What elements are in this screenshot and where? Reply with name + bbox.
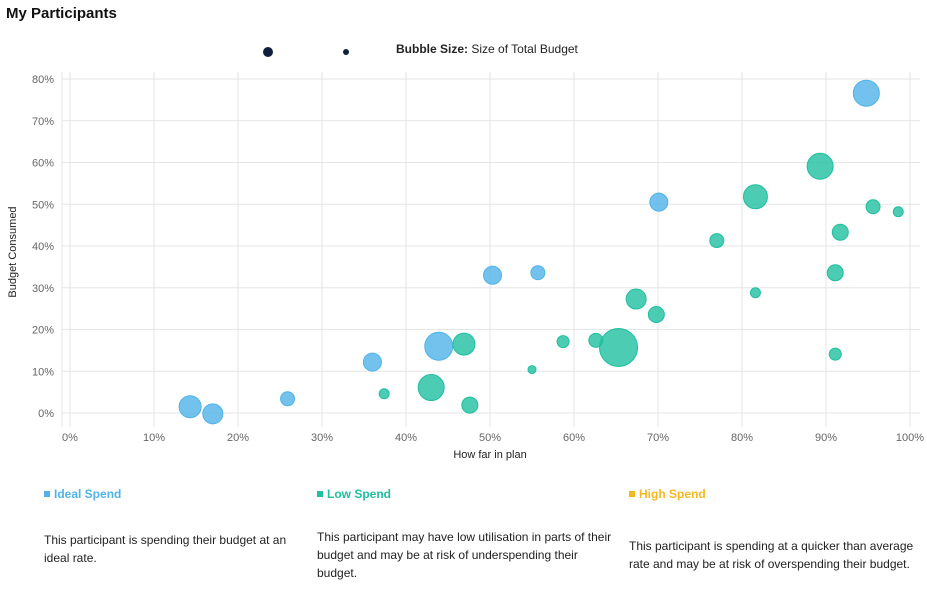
legend-low-spend: Low Spend xyxy=(317,487,391,501)
x-tick-label: 20% xyxy=(227,432,249,444)
y-tick-label: 0% xyxy=(38,408,54,420)
y-tick-label: 70% xyxy=(32,116,54,128)
bubble-low-spend[interactable] xyxy=(749,287,761,299)
bubble-size-label-bold: Bubble Size: xyxy=(396,42,469,56)
legend-low-spend-marker xyxy=(317,490,323,497)
bubble-size-large-icon xyxy=(263,47,273,57)
bubble-ideal-spend[interactable] xyxy=(202,403,224,425)
low-spend-description: This participant may have low utilisatio… xyxy=(317,530,612,580)
bubble-chart: 0% 10% 20% 30% 40% 50% 60% 70% 80% 0% 10% 20% 30% 40… xyxy=(7,72,924,461)
high-spend-description: This participant is spending at a quicke… xyxy=(629,539,914,571)
bubble-ideal-spend[interactable] xyxy=(649,192,669,212)
legend-ideal-spend: Ideal Spend xyxy=(44,487,121,501)
x-tick-label: 0% xyxy=(62,432,78,444)
bubble-size-label: Bubble Size: Size of Total Budget xyxy=(396,42,578,56)
legend-ideal-spend-marker xyxy=(44,490,50,497)
x-tick-label: 80% xyxy=(731,432,753,444)
y-tick-label: 50% xyxy=(32,199,54,211)
bubble-ideal-spend[interactable] xyxy=(362,352,382,372)
bubble-low-spend[interactable] xyxy=(742,184,768,210)
x-axis-title: How far in plan xyxy=(453,449,526,461)
x-axis-ticks: 0% 10% 20% 30% 40% 50% 60% 70% 80% 90% 100% xyxy=(62,432,924,444)
y-axis-ticks: 0% 10% 20% 30% 40% 50% 60% 70% 80% xyxy=(32,74,54,420)
bubble-ideal-spend[interactable] xyxy=(483,265,503,285)
bubble-low-spend[interactable] xyxy=(647,305,665,323)
x-tick-label: 90% xyxy=(815,432,837,444)
bubble-low-spend[interactable] xyxy=(826,264,844,282)
bubble-size-legend: Bubble Size: Size of Total Budget xyxy=(0,40,927,60)
bubble-ideal-spend[interactable] xyxy=(280,391,296,407)
bubble-low-spend[interactable] xyxy=(625,288,647,310)
x-tick-label: 50% xyxy=(479,432,501,444)
bubble-ideal-spend[interactable] xyxy=(424,331,454,361)
bubble-low-spend[interactable] xyxy=(828,347,842,361)
x-tick-label: 60% xyxy=(563,432,585,444)
bubble-size-label-text: Size of Total Budget xyxy=(471,42,578,56)
legend-high-spend-marker xyxy=(629,490,635,497)
bubble-ideal-spend[interactable] xyxy=(178,395,202,419)
x-tick-label: 100% xyxy=(896,432,924,444)
bubble-low-spend[interactable] xyxy=(831,223,849,241)
legend-ideal-spend-label: Ideal Spend xyxy=(54,487,122,501)
bubble-low-spend[interactable] xyxy=(806,152,834,180)
bubble-ideal-spend[interactable] xyxy=(852,79,880,107)
y-axis-title: Budget Consumed xyxy=(7,206,19,297)
bubble-low-spend[interactable] xyxy=(527,365,537,375)
bubble-low-spend[interactable] xyxy=(452,332,476,356)
bubble-low-spend[interactable] xyxy=(709,233,725,249)
legend-high-spend: High Spend xyxy=(629,487,706,501)
bubble-low-spend[interactable] xyxy=(892,206,904,218)
y-tick-label: 40% xyxy=(32,241,54,253)
x-tick-label: 10% xyxy=(143,432,165,444)
x-tick-label: 40% xyxy=(395,432,417,444)
legend-low-spend-label: Low Spend xyxy=(327,487,391,501)
ideal-spend-description: This participant is spending their budge… xyxy=(44,533,287,565)
bubble-low-spend[interactable] xyxy=(865,199,881,215)
x-tick-label: 30% xyxy=(311,432,333,444)
bubble-low-spend[interactable] xyxy=(599,327,639,367)
bubble-low-spend[interactable] xyxy=(588,332,604,348)
chart-grid xyxy=(61,72,920,427)
bubble-ideal-spend[interactable] xyxy=(530,265,546,281)
bubble-low-spend[interactable] xyxy=(378,388,390,400)
y-tick-label: 20% xyxy=(32,325,54,337)
y-tick-label: 60% xyxy=(32,158,54,170)
y-tick-label: 30% xyxy=(32,283,54,295)
chart-points xyxy=(178,79,904,425)
bubble-size-small-icon xyxy=(343,49,349,55)
y-tick-label: 80% xyxy=(32,74,54,86)
y-tick-label: 10% xyxy=(32,366,54,378)
legend-high-spend-label: High Spend xyxy=(639,487,706,501)
bubble-low-spend[interactable] xyxy=(417,374,445,402)
x-tick-label: 70% xyxy=(647,432,669,444)
bubble-low-spend[interactable] xyxy=(556,335,570,349)
bubble-low-spend[interactable] xyxy=(461,396,479,414)
page-title: My Participants xyxy=(6,5,117,22)
